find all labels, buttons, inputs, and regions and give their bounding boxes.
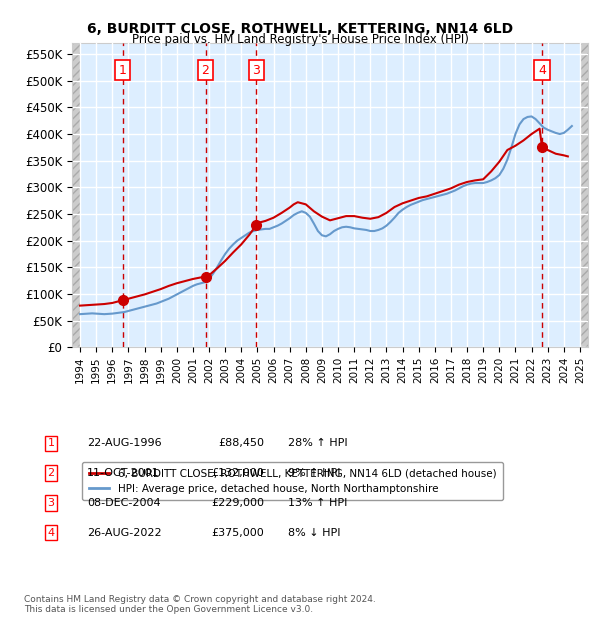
Text: 2: 2 <box>202 63 209 76</box>
Text: 08-DEC-2004: 08-DEC-2004 <box>87 498 161 508</box>
Text: 1: 1 <box>47 438 55 448</box>
Bar <box>72 43 80 347</box>
Text: 4: 4 <box>47 528 55 538</box>
Text: 9% ↑ HPI: 9% ↑ HPI <box>288 468 341 478</box>
Text: 22-AUG-1996: 22-AUG-1996 <box>87 438 161 448</box>
Text: 13% ↑ HPI: 13% ↑ HPI <box>288 498 347 508</box>
Text: 8% ↓ HPI: 8% ↓ HPI <box>288 528 341 538</box>
Text: This data is licensed under the Open Government Licence v3.0.: This data is licensed under the Open Gov… <box>24 604 313 614</box>
Text: Price paid vs. HM Land Registry's House Price Index (HPI): Price paid vs. HM Land Registry's House … <box>131 33 469 46</box>
Text: £88,450: £88,450 <box>218 438 264 448</box>
Legend: 6, BURDITT CLOSE, ROTHWELL, KETTERING, NN14 6LD (detached house), HPI: Average p: 6, BURDITT CLOSE, ROTHWELL, KETTERING, N… <box>82 463 503 500</box>
Text: 26-AUG-2022: 26-AUG-2022 <box>87 528 161 538</box>
Text: £375,000: £375,000 <box>211 528 264 538</box>
Text: 1: 1 <box>119 63 127 76</box>
Text: 2: 2 <box>47 468 55 478</box>
Text: 3: 3 <box>253 63 260 76</box>
Text: £229,000: £229,000 <box>211 498 264 508</box>
Text: Contains HM Land Registry data © Crown copyright and database right 2024.: Contains HM Land Registry data © Crown c… <box>24 595 376 604</box>
Text: 11-OCT-2001: 11-OCT-2001 <box>87 468 160 478</box>
Text: 4: 4 <box>538 63 546 76</box>
Text: £132,000: £132,000 <box>211 468 264 478</box>
Bar <box>580 43 588 347</box>
Text: 3: 3 <box>47 498 55 508</box>
Text: 28% ↑ HPI: 28% ↑ HPI <box>288 438 347 448</box>
Text: 6, BURDITT CLOSE, ROTHWELL, KETTERING, NN14 6LD: 6, BURDITT CLOSE, ROTHWELL, KETTERING, N… <box>87 22 513 36</box>
